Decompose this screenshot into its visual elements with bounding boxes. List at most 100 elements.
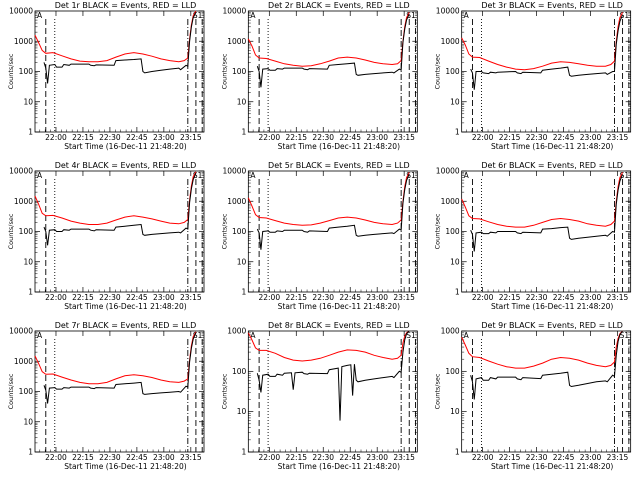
plot-frame <box>247 170 418 293</box>
y-tick-label: 1 <box>242 288 247 297</box>
x-tick-label: 22:15 <box>285 133 307 142</box>
x-tick-label: 22:15 <box>72 453 94 462</box>
corner-label-left: A <box>250 11 256 20</box>
corner-label-left: A <box>250 331 256 340</box>
x-axis-label: Start Time (16-Dec-11 21:48:20) <box>278 142 400 151</box>
y-axis-label: Counts/sec <box>220 213 228 249</box>
x-tick-label: 22:45 <box>126 133 148 142</box>
x-tick-label: 22:15 <box>499 133 521 142</box>
x-tick-label: 22:15 <box>499 453 521 462</box>
x-tick-label: 22:30 <box>526 293 548 302</box>
y-tick-label: 100 <box>445 227 460 236</box>
series-line-lld <box>34 331 197 385</box>
plot-frame <box>461 10 632 133</box>
x-tick-label: 22:00 <box>472 453 494 462</box>
x-axis-label: Start Time (16-Dec-11 21:48:20) <box>64 302 186 311</box>
chart-title: Det 5r BLACK = Events, RED = LLD <box>268 161 410 170</box>
corner-label-right: S1 <box>620 11 630 20</box>
y-tick-label: 10 <box>237 257 247 266</box>
x-tick-label: 22:15 <box>499 293 521 302</box>
y-tick-label: 100 <box>445 367 460 376</box>
x-tick-label: 23:00 <box>580 453 602 462</box>
x-axis-label: Start Time (16-Dec-11 21:48:20) <box>491 462 613 471</box>
x-tick-label: 23:15 <box>607 133 629 142</box>
x-tick-label: 22:45 <box>339 293 361 302</box>
y-axis-label: Counts/sec <box>434 213 442 249</box>
series-line-events <box>256 13 410 88</box>
y-tick-label: 1000 <box>14 37 33 46</box>
corner-label-right: S1 <box>620 331 630 340</box>
y-tick-label: 10 <box>237 97 247 106</box>
x-tick-label: 22:00 <box>258 133 280 142</box>
x-tick-label: 22:30 <box>312 133 334 142</box>
x-tick-label: 22:30 <box>312 293 334 302</box>
y-tick-label: 10 <box>450 97 460 106</box>
x-axis-label: Start Time (16-Dec-11 21:48:20) <box>491 142 613 151</box>
plot-frame <box>461 330 632 453</box>
x-tick-label: 23:15 <box>180 133 202 142</box>
y-tick-label: 10 <box>450 407 460 416</box>
y-tick-label: 1000 <box>227 327 246 336</box>
chart-panel-9: Det 9r BLACK = Events, RED = LLD 1 10 100 10… <box>434 321 632 471</box>
plot-frame <box>34 10 205 133</box>
corner-label-right: S1 <box>193 11 203 20</box>
x-tick-label: 22:30 <box>526 133 548 142</box>
x-tick-label: 23:15 <box>393 293 415 302</box>
series-line-events <box>470 174 624 252</box>
series-line-lld <box>461 330 623 369</box>
y-tick-label: 1000 <box>14 357 33 366</box>
y-tick-label: 10 <box>23 97 33 106</box>
x-tick-label: 22:45 <box>553 133 575 142</box>
chart-panel-2: Det 2r BLACK = Events, RED = LLD 1 10 100 10… <box>220 1 418 151</box>
corner-label-left: A <box>464 331 470 340</box>
series-line-lld <box>34 10 197 63</box>
x-tick-label: 23:15 <box>180 453 202 462</box>
chart-title: Det 2r BLACK = Events, RED = LLD <box>268 1 410 10</box>
x-tick-label: 23:00 <box>153 293 175 302</box>
y-tick-label: 1000 <box>441 37 460 46</box>
x-axis-label: Start Time (16-Dec-11 21:48:20) <box>278 462 400 471</box>
x-tick-label: 22:45 <box>339 133 361 142</box>
x-axis-label: Start Time (16-Dec-11 21:48:20) <box>278 302 400 311</box>
corner-label-right: S1 <box>193 331 203 340</box>
x-tick-label: 22:30 <box>526 453 548 462</box>
corner-label-left: A <box>37 171 43 180</box>
y-axis-label: Counts/sec <box>434 53 442 89</box>
x-axis-label: Start Time (16-Dec-11 21:48:20) <box>64 142 186 151</box>
y-tick-label: 1000 <box>441 327 460 336</box>
series-line-events <box>256 330 410 421</box>
corner-label-left: A <box>464 171 470 180</box>
y-tick-label: 1 <box>28 448 33 457</box>
x-tick-label: 23:15 <box>607 293 629 302</box>
y-axis-label: Counts/sec <box>220 53 228 89</box>
y-tick-label: 10000 <box>222 167 246 176</box>
x-tick-label: 23:15 <box>393 133 415 142</box>
y-tick-label: 100 <box>232 227 247 236</box>
x-tick-label: 22:45 <box>126 453 148 462</box>
y-tick-label: 10000 <box>9 167 33 176</box>
y-tick-label: 1 <box>242 448 247 457</box>
x-tick-label: 22:30 <box>312 453 334 462</box>
corner-label-left: A <box>37 11 43 20</box>
series-line-events <box>43 172 197 246</box>
corner-label-right: S1 <box>406 171 416 180</box>
y-tick-label: 10000 <box>9 327 33 336</box>
series-line-events <box>470 330 623 400</box>
y-tick-label: 10000 <box>9 7 33 16</box>
plot-frame <box>247 10 418 133</box>
x-tick-label: 22:00 <box>472 133 494 142</box>
y-axis-label: Counts/sec <box>7 373 15 409</box>
corner-label-right: S1 <box>620 171 630 180</box>
x-tick-label: 23:15 <box>393 453 415 462</box>
x-tick-label: 23:15 <box>607 453 629 462</box>
y-tick-label: 1000 <box>227 197 246 206</box>
x-tick-label: 22:30 <box>99 453 121 462</box>
y-tick-label: 10000 <box>436 7 460 16</box>
chart-title: Det 9r BLACK = Events, RED = LLD <box>481 321 623 330</box>
y-tick-label: 1 <box>28 288 33 297</box>
chart-panel-3: Det 3r BLACK = Events, RED = LLD 1 10 100 10… <box>434 1 632 151</box>
plot-frame <box>247 330 418 453</box>
y-tick-label: 100 <box>19 227 34 236</box>
